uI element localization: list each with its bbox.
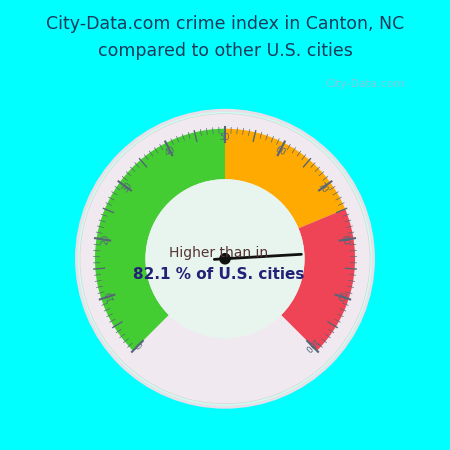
Text: 40: 40 — [163, 144, 177, 158]
Circle shape — [75, 109, 375, 409]
Circle shape — [145, 179, 305, 338]
Wedge shape — [281, 209, 355, 351]
Text: 80: 80 — [339, 234, 350, 246]
Circle shape — [80, 113, 370, 404]
Wedge shape — [95, 129, 225, 351]
Text: 100: 100 — [302, 335, 319, 353]
Text: 90: 90 — [334, 290, 346, 302]
Text: City-Data.com: City-Data.com — [325, 79, 405, 89]
Text: 20: 20 — [100, 234, 111, 246]
Text: 60: 60 — [273, 144, 287, 158]
Text: 70: 70 — [316, 181, 329, 195]
Text: 30: 30 — [121, 181, 134, 195]
Text: City-Data.com crime index in Canton, NC: City-Data.com crime index in Canton, NC — [46, 14, 404, 33]
Text: 50: 50 — [220, 133, 230, 142]
Wedge shape — [225, 129, 345, 228]
Circle shape — [219, 253, 231, 265]
Text: 0: 0 — [135, 339, 144, 349]
Circle shape — [78, 112, 372, 405]
Text: compared to other U.S. cities: compared to other U.S. cities — [98, 42, 352, 59]
Text: 82.1 % of U.S. cities: 82.1 % of U.S. cities — [133, 266, 305, 282]
Text: 10: 10 — [104, 290, 116, 302]
Text: Higher than in: Higher than in — [169, 246, 269, 260]
Circle shape — [80, 114, 370, 404]
